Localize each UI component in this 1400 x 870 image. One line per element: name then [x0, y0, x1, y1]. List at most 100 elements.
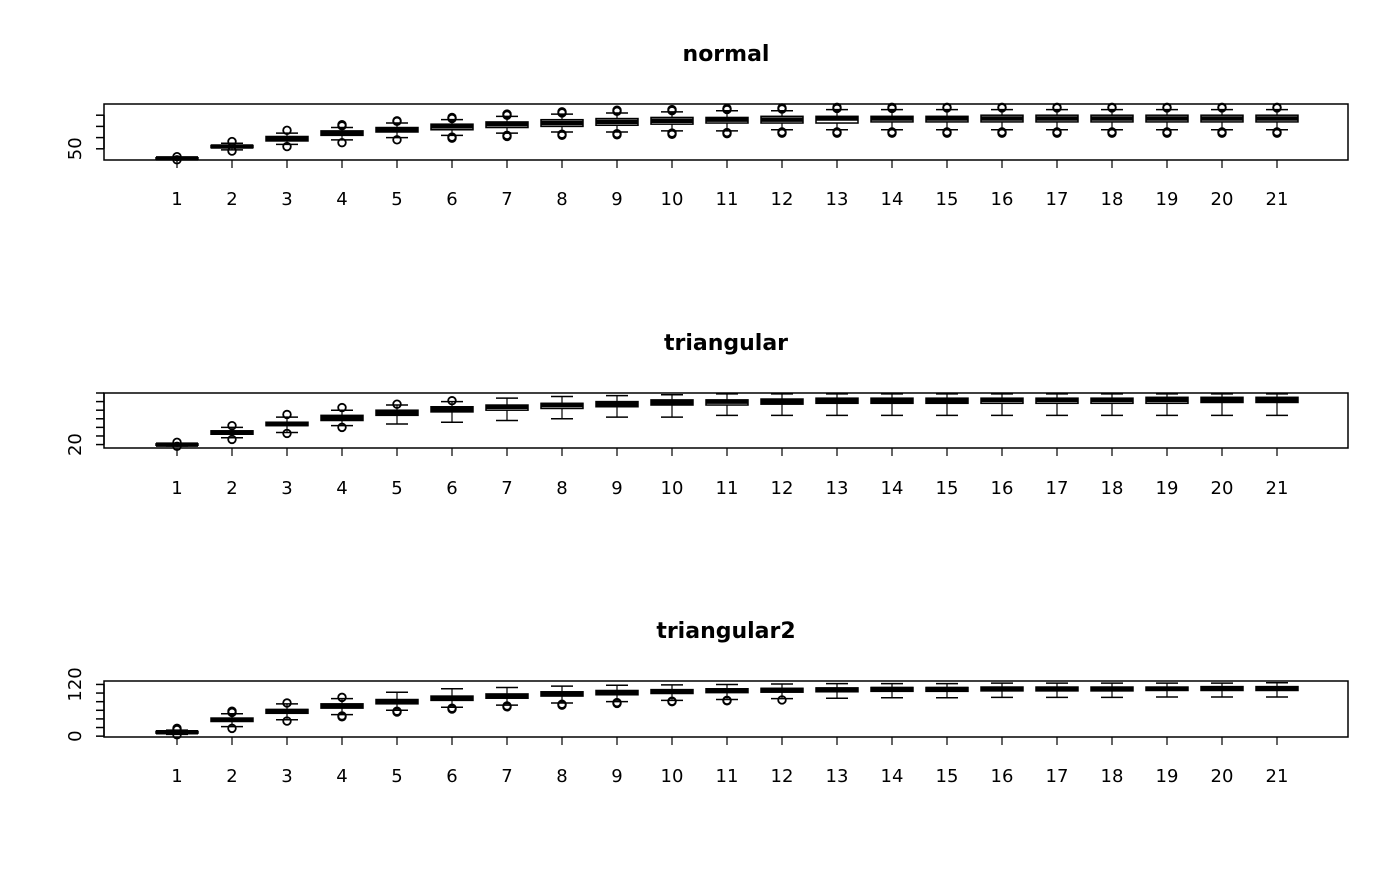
box-21 — [1255, 681, 1299, 698]
outlier-point — [1162, 102, 1172, 113]
box-9 — [595, 105, 639, 140]
outlier-point — [227, 723, 237, 734]
box-16 — [980, 102, 1024, 138]
x-tick-label: 5 — [391, 189, 402, 210]
box-10 — [650, 104, 694, 139]
x-tick-label: 4 — [336, 478, 347, 499]
x-tick-label: 7 — [501, 766, 512, 787]
x-tick-label: 14 — [881, 766, 904, 787]
x-tick-label: 19 — [1156, 478, 1179, 499]
outlier-point — [227, 146, 237, 156]
outlier-point — [777, 103, 787, 113]
outlier-point — [447, 396, 457, 406]
box-11 — [705, 393, 749, 417]
box-1 — [155, 151, 199, 165]
box-2 — [210, 136, 254, 156]
outlier-point — [832, 102, 842, 113]
box-12 — [760, 393, 804, 417]
x-tick-label: 6 — [446, 478, 457, 499]
box-17 — [1035, 682, 1079, 699]
box-19 — [1145, 102, 1189, 138]
outlier-point — [227, 706, 237, 716]
outlier-point — [282, 141, 292, 152]
box-9 — [595, 394, 639, 418]
box-15 — [925, 682, 969, 699]
x-tick-label: 15 — [936, 766, 959, 787]
outlier-point — [1107, 127, 1117, 137]
x-tick-label: 16 — [991, 766, 1014, 787]
outlier-point — [392, 706, 402, 716]
outlier-point — [282, 125, 292, 136]
x-tick-label: 20 — [1211, 189, 1234, 210]
outlier-point — [667, 104, 677, 115]
box-18 — [1090, 102, 1134, 138]
outlier-point — [502, 109, 512, 119]
box-18 — [1090, 393, 1134, 417]
x-tick-label: 1 — [171, 189, 182, 210]
outlier-point — [392, 399, 402, 409]
y-tick-label: 50 — [65, 137, 86, 160]
x-tick-label: 5 — [391, 478, 402, 499]
box-2 — [210, 706, 254, 734]
x-tick-label: 18 — [1101, 478, 1124, 499]
x-tick-label: 2 — [226, 478, 237, 499]
y-tick-label: 0 — [65, 730, 86, 741]
outlier-point — [612, 105, 622, 115]
outlier-point — [612, 697, 622, 708]
outlier-point — [447, 703, 457, 713]
x-tick-label: 6 — [446, 766, 457, 787]
x-tick-label: 2 — [226, 766, 237, 787]
outlier-point — [1052, 127, 1062, 137]
box-7 — [485, 109, 529, 142]
x-tick-label: 9 — [611, 189, 622, 210]
box-21 — [1255, 102, 1299, 138]
outlier-point — [282, 698, 292, 708]
outlier-point — [1162, 127, 1172, 137]
box-3 — [265, 409, 309, 439]
box-2 — [210, 420, 254, 445]
box-13 — [815, 682, 859, 699]
x-tick-label: 19 — [1156, 189, 1179, 210]
box-7 — [485, 686, 529, 712]
box-5 — [375, 399, 419, 425]
chart-title: normal — [683, 42, 770, 67]
x-tick-label: 1 — [171, 478, 182, 499]
outlier-point — [502, 701, 512, 711]
x-tick-label: 4 — [336, 766, 347, 787]
box-20 — [1200, 393, 1244, 417]
outlier-point — [447, 112, 457, 123]
box-6 — [430, 396, 474, 423]
outlier-point — [667, 696, 677, 706]
outlier-point — [887, 102, 897, 113]
outlier-point — [172, 437, 182, 448]
x-tick-label: 21 — [1266, 189, 1289, 210]
chart-title: triangular2 — [656, 619, 795, 644]
outlier-point — [282, 409, 292, 420]
x-tick-label: 3 — [281, 478, 292, 499]
x-tick-label: 20 — [1211, 766, 1234, 787]
outlier-point — [502, 130, 512, 141]
x-tick-label: 12 — [771, 478, 794, 499]
outlier-point — [337, 692, 347, 703]
x-tick-label: 10 — [661, 189, 684, 210]
x-tick-label: 15 — [936, 478, 959, 499]
x-tick-label: 4 — [336, 189, 347, 210]
outlier-point — [227, 434, 237, 445]
box-7 — [485, 397, 529, 422]
outlier-point — [722, 103, 732, 114]
x-tick-label: 7 — [501, 478, 512, 499]
x-tick-label: 14 — [881, 478, 904, 499]
outlier-point — [392, 135, 402, 145]
outlier-point — [282, 428, 292, 439]
box-14 — [870, 102, 914, 138]
outlier-point — [1217, 127, 1227, 137]
box-17 — [1035, 102, 1079, 138]
box-18 — [1090, 682, 1134, 699]
outlier-point — [557, 129, 567, 139]
x-tick-label: 7 — [501, 189, 512, 210]
chart-title: triangular — [664, 331, 788, 356]
outlier-point — [337, 711, 347, 721]
outlier-point — [722, 127, 732, 138]
